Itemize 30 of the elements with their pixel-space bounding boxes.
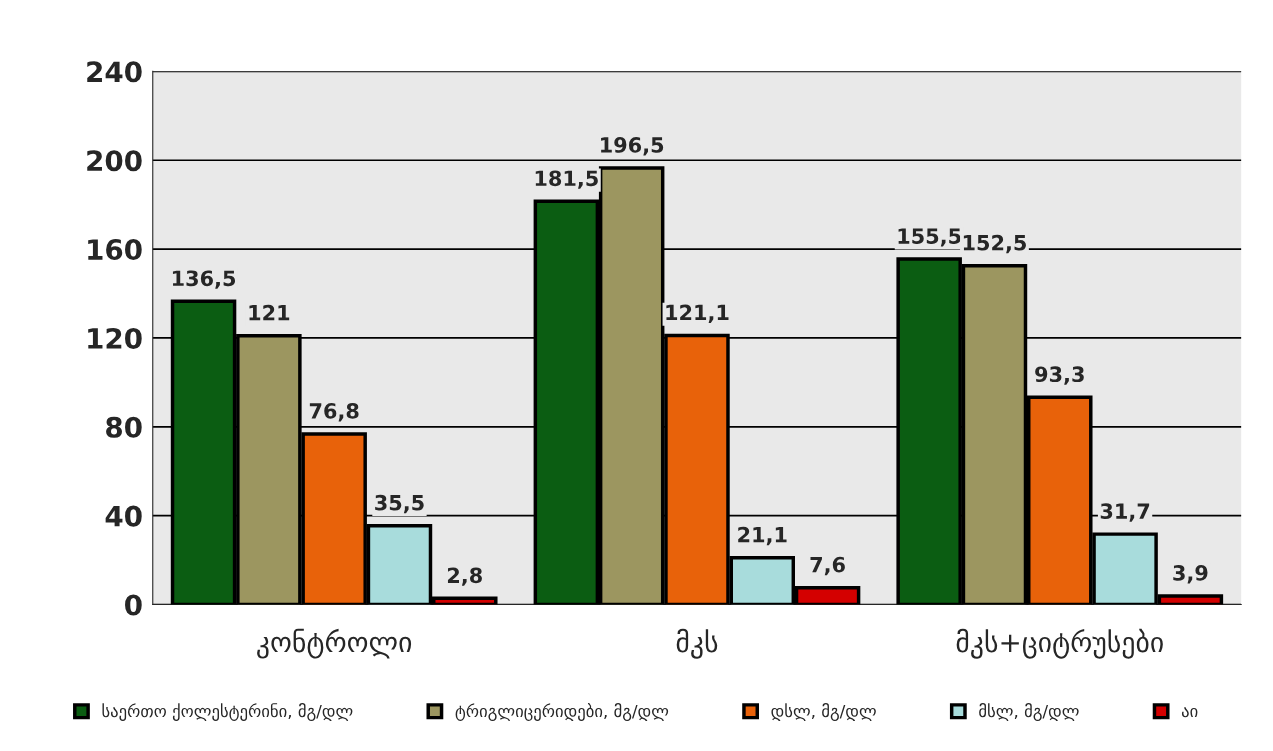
legend-label: ტრიგლიცერიდები, მგ/დლ bbox=[455, 703, 669, 721]
x-tick-label: კონტროლი bbox=[257, 628, 412, 659]
y-tick-label: 0 bbox=[125, 594, 142, 616]
y-tick-label: 40 bbox=[105, 505, 142, 527]
y-tick-label: 200 bbox=[87, 150, 142, 172]
data-label: 181,5 bbox=[535, 170, 598, 189]
legend-label: მსლ, მგ/დლ bbox=[979, 703, 1079, 721]
data-label: 155,5 bbox=[898, 228, 961, 247]
legend-label: აი bbox=[1181, 707, 1198, 718]
data-label: 152,5 bbox=[963, 234, 1026, 254]
data-label: 121 bbox=[249, 304, 290, 321]
data-label: 76,8 bbox=[309, 403, 359, 422]
data-label: 3,9 bbox=[1173, 564, 1208, 584]
data-label: 7,6 bbox=[810, 556, 845, 576]
y-tick-label: 160 bbox=[88, 239, 142, 261]
legend-label: დსლ, მგ/დლ bbox=[771, 703, 876, 721]
data-label: 136,5 bbox=[172, 270, 236, 289]
x-tick-label: მკს bbox=[676, 628, 718, 659]
data-label: 35,5 bbox=[375, 494, 424, 514]
data-label: 21,1 bbox=[738, 526, 787, 546]
legend-label: საერთო ქოლესტერინი, მგ/დლ bbox=[102, 703, 353, 721]
data-label: 196,5 bbox=[601, 137, 664, 156]
data-label: 31,7 bbox=[1100, 503, 1150, 522]
data-label: 93,3 bbox=[1035, 366, 1084, 385]
x-tick-label: მკს+ციტრუსები bbox=[956, 628, 1163, 659]
y-tick-label: 240 bbox=[87, 61, 142, 83]
y-tick-label: 80 bbox=[106, 416, 142, 438]
data-label: 121,1 bbox=[666, 304, 729, 324]
data-label: 2,8 bbox=[447, 567, 482, 586]
y-tick-label: 120 bbox=[88, 327, 142, 349]
